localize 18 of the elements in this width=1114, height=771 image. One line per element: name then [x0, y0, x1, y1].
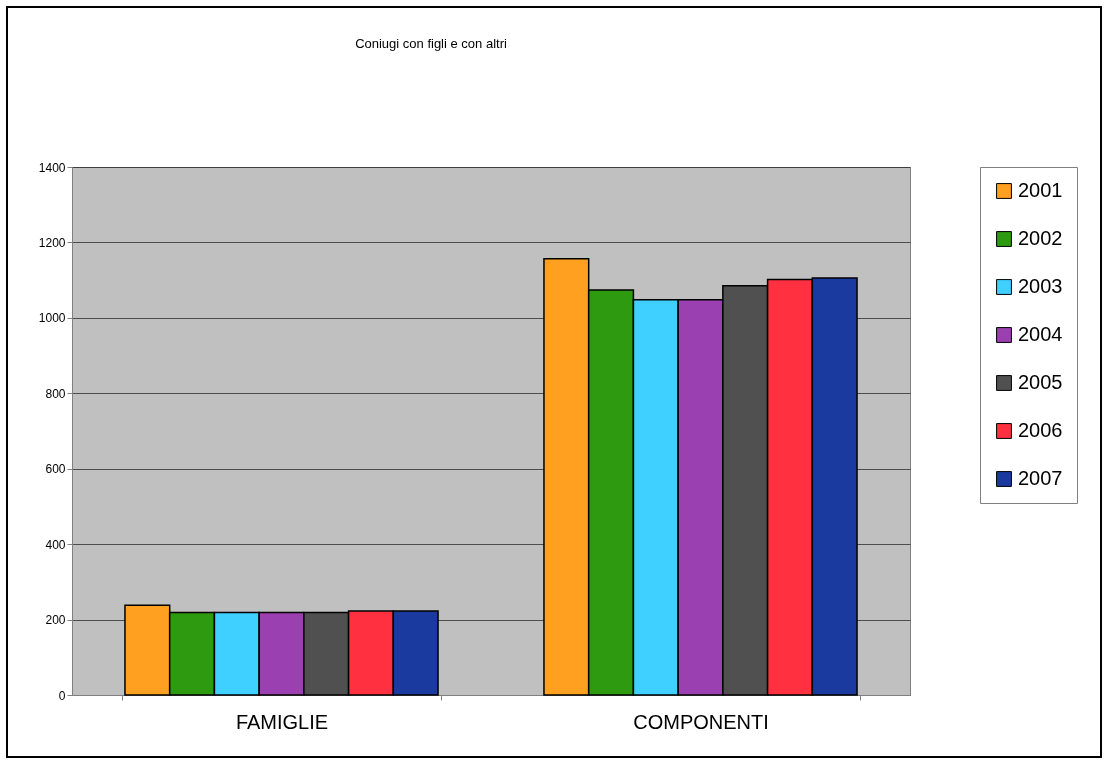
legend-label: 2001: [1018, 179, 1063, 201]
y-tick-label: 800: [45, 386, 66, 401]
y-tick-label: 1000: [38, 311, 66, 326]
y-tick-label: 600: [45, 462, 66, 477]
y-tick-label: 1200: [38, 235, 66, 250]
x-tick-label: FAMIGLIE: [235, 710, 329, 733]
x-tick-label: COMPONENTI: [633, 710, 769, 733]
legend-label: 2007: [1018, 467, 1063, 489]
y-tick-label: 0: [58, 688, 66, 703]
y-tick-label: 400: [45, 537, 66, 552]
legend-label: 2005: [1018, 371, 1063, 393]
legend-label: 2006: [1018, 419, 1063, 441]
legend-label: 2004: [1018, 323, 1063, 345]
y-tick-label: 1400: [38, 160, 66, 175]
y-tick-label: 200: [45, 613, 66, 628]
legend-label: 2003: [1018, 275, 1063, 297]
chart-title: Coniugi con figli e con altri: [355, 36, 507, 51]
legend-label: 2002: [1018, 227, 1063, 249]
